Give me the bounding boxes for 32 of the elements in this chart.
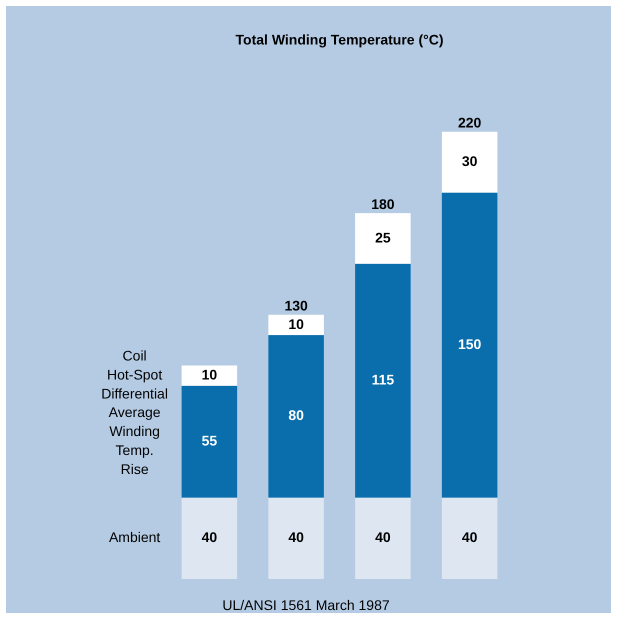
bar — [355, 213, 411, 264]
series-label: Average Winding Temp. Rise — [108, 404, 161, 478]
data-label: 10 — [202, 366, 218, 383]
bar — [442, 192, 498, 498]
total-label: 130 — [284, 298, 308, 314]
bar — [268, 314, 324, 336]
data-label: 40 — [375, 529, 391, 546]
data-label: 40 — [202, 529, 218, 546]
data-label: 25 — [375, 229, 391, 246]
total-label: 220 — [458, 114, 482, 131]
text: UL/ANSI 1561 March 1987 — [222, 596, 390, 613]
data-label: 150 — [458, 336, 482, 352]
bar — [442, 132, 498, 193]
bar — [355, 498, 411, 579]
series-label: Coil Hot-Spot Differential — [101, 348, 168, 402]
chart-title: Total Winding Temperature (°C) — [236, 31, 444, 48]
series-label: Ambient — [108, 529, 160, 546]
data-label: 40 — [288, 529, 304, 546]
data-label: 115 — [372, 372, 394, 388]
bar — [182, 386, 238, 498]
bar — [355, 264, 411, 498]
data-label: 10 — [288, 316, 304, 332]
data-label: 80 — [288, 407, 304, 424]
data-label: 40 — [462, 529, 478, 546]
data-label: 30 — [462, 153, 478, 170]
bar — [182, 498, 238, 579]
bar — [442, 498, 498, 579]
bar — [182, 366, 238, 386]
data-label: 55 — [202, 432, 218, 449]
bar — [268, 498, 324, 579]
bar — [268, 335, 324, 498]
total-label: 180 — [371, 196, 395, 212]
